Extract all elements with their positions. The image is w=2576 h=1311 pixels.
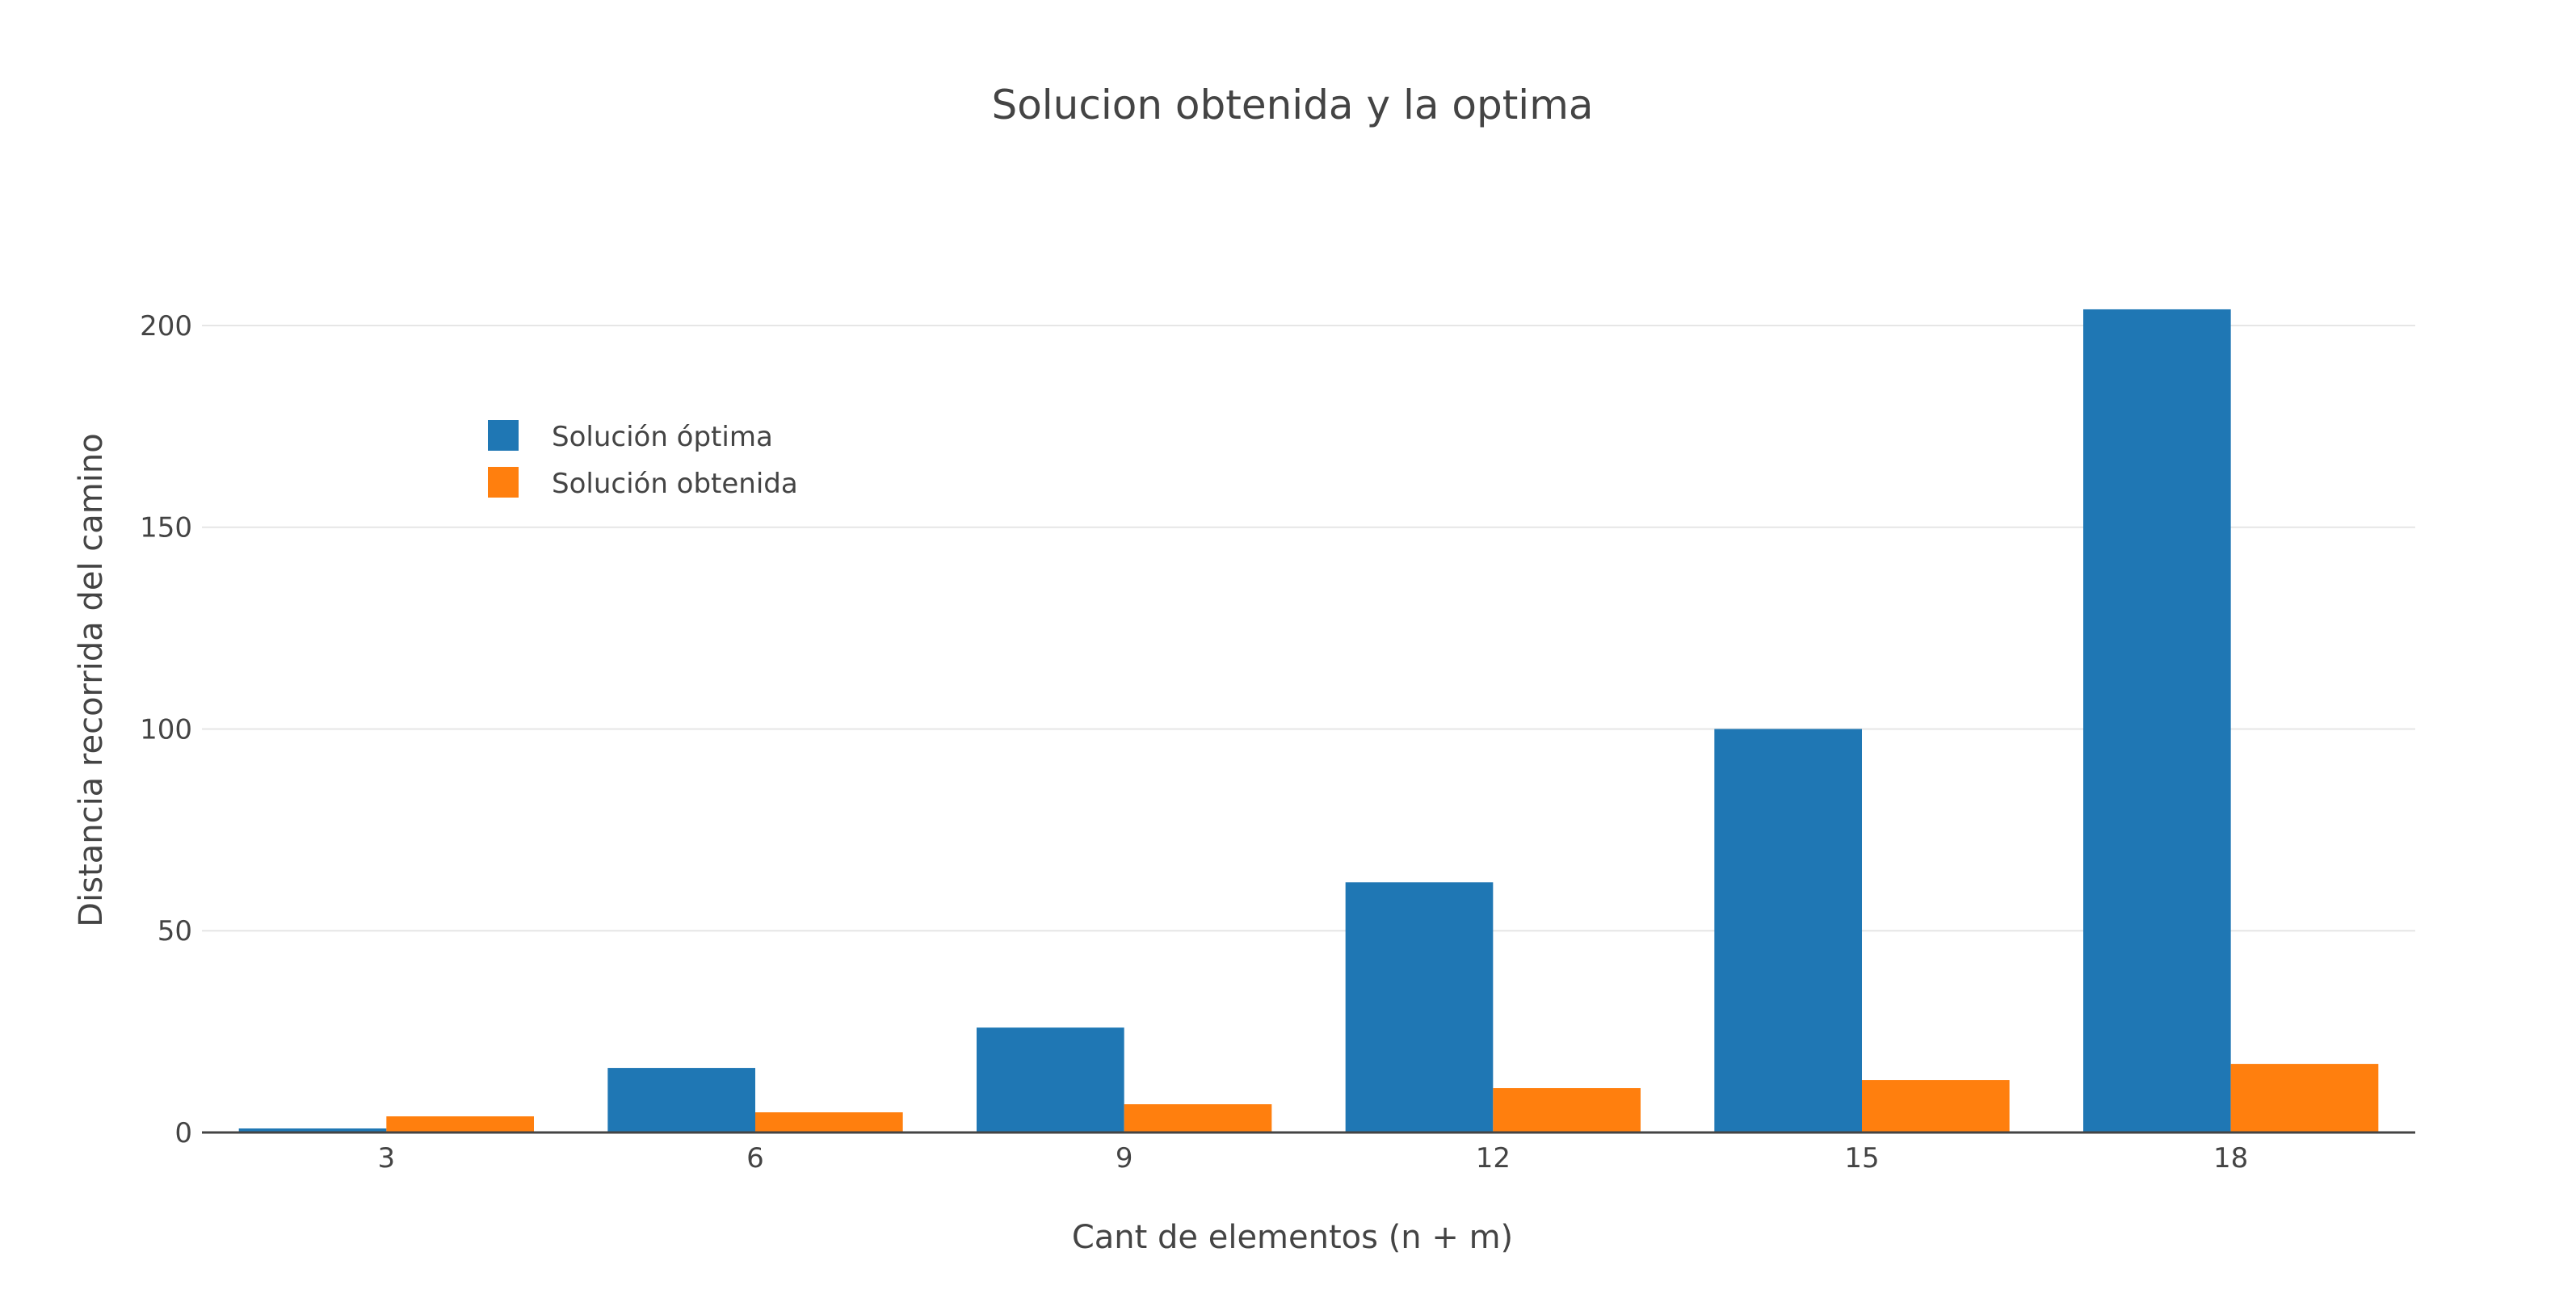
x-tick-label: 12 (1476, 1142, 1511, 1174)
legend-label-solucion-optima[interactable]: Solución óptima (552, 421, 773, 453)
legend-swatch-solucion-optima[interactable] (488, 420, 519, 451)
bar-solucion-obtenida-18[interactable] (2230, 1064, 2379, 1132)
legend-swatch-solucion-obtenida[interactable] (488, 467, 519, 498)
y-tick-label: 0 (174, 1117, 192, 1149)
legend: Solución óptima Solución obtenida (452, 396, 812, 513)
bar-solucion-optima-3[interactable] (238, 1128, 387, 1132)
x-axis-title: Cant de elementos (n + m) (1072, 1219, 1513, 1256)
bar-solucion-obtenida-6[interactable] (755, 1112, 903, 1132)
y-axis-title: Distancia recorrida del camino (73, 433, 110, 927)
bar-solucion-obtenida-12[interactable] (1493, 1088, 1641, 1132)
y-tick-label: 150 (140, 512, 192, 544)
bar-solucion-obtenida-3[interactable] (386, 1116, 534, 1132)
x-tick-label: 15 (1844, 1142, 1879, 1174)
gridlines (202, 324, 2415, 932)
y-tick-label: 100 (140, 713, 192, 746)
x-tick-label: 6 (746, 1142, 764, 1174)
legend-label-solucion-obtenida[interactable]: Solución obtenida (552, 468, 798, 500)
y-axis-ticks: 0 50 100 150 200 (140, 310, 192, 1149)
y-tick-label: 200 (140, 310, 192, 342)
x-tick-label: 9 (1116, 1142, 1133, 1174)
bar-solucion-optima-9[interactable] (977, 1027, 1124, 1132)
x-tick-label: 18 (2213, 1142, 2248, 1174)
bar-solucion-optima-18[interactable] (2083, 309, 2231, 1132)
chart-title: Solucion obtenida y la optima (991, 82, 1593, 128)
bars (238, 309, 2379, 1132)
bar-solucion-optima-6[interactable] (607, 1068, 755, 1132)
bar-solucion-obtenida-9[interactable] (1124, 1104, 1272, 1132)
bar-solucion-optima-15[interactable] (1714, 729, 1862, 1132)
x-axis-ticks: 3 6 9 12 15 18 (378, 1142, 2249, 1174)
x-tick-label: 3 (378, 1142, 396, 1174)
bar-solucion-optima-12[interactable] (1345, 882, 1494, 1132)
y-tick-label: 50 (158, 915, 192, 948)
bar-solucion-obtenida-15[interactable] (1862, 1080, 2010, 1132)
